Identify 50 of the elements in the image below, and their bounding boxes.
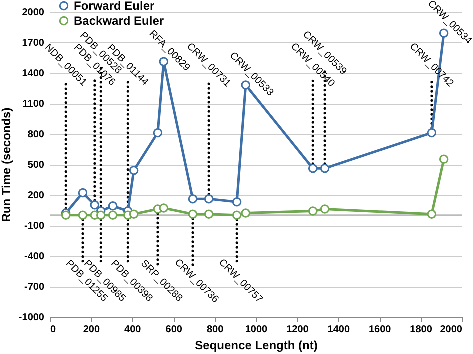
x-tick-label: 600 bbox=[166, 324, 183, 336]
x-tick-label: 2000 bbox=[440, 324, 463, 336]
x-tick-label: 0 bbox=[50, 324, 56, 336]
x-tick-label: 1800 bbox=[410, 324, 433, 336]
y-tick-label: -1000 bbox=[18, 312, 45, 324]
point bbox=[78, 188, 88, 198]
point bbox=[320, 204, 330, 214]
y-tick-label: -400 bbox=[24, 252, 45, 262]
legend-label: Backward Euler bbox=[74, 14, 164, 28]
x-tick-label: 800 bbox=[206, 324, 224, 336]
point bbox=[204, 210, 214, 219]
point bbox=[108, 210, 118, 220]
point bbox=[153, 128, 163, 138]
y-tick-label: 800 bbox=[28, 130, 45, 140]
point bbox=[427, 210, 437, 219]
point bbox=[78, 210, 88, 220]
point bbox=[427, 128, 437, 138]
y-tick-label: 1400 bbox=[22, 68, 45, 80]
x-tick-label: 400 bbox=[124, 324, 142, 336]
y-tick-label: -700 bbox=[24, 282, 45, 293]
point bbox=[129, 166, 139, 176]
y-tick-label: 1700 bbox=[22, 38, 45, 49]
y-tick-label: -100 bbox=[24, 221, 45, 232]
x-tick-label: 1400 bbox=[328, 324, 350, 336]
point bbox=[159, 204, 169, 213]
y-tick-label: 1100 bbox=[22, 99, 45, 110]
legend-label: Forward Euler bbox=[74, 0, 156, 13]
x-tick-label: 1600 bbox=[368, 324, 392, 336]
point bbox=[96, 210, 106, 220]
point bbox=[320, 164, 330, 174]
x-axis-title: Sequence Length (nt) bbox=[195, 338, 318, 352]
point bbox=[204, 194, 214, 204]
x-tick-label: 1200 bbox=[286, 324, 310, 336]
x-tick-label: 1000 bbox=[245, 324, 268, 336]
y-tick-label: 2000 bbox=[22, 8, 45, 18]
point bbox=[188, 194, 198, 204]
x-tick-label: 200 bbox=[83, 324, 100, 336]
point bbox=[90, 200, 100, 210]
y-axis-title: Run Time (seconds) bbox=[0, 108, 14, 222]
y-tick-label: 500 bbox=[28, 160, 45, 171]
point bbox=[188, 210, 198, 219]
point bbox=[308, 164, 318, 174]
point bbox=[308, 206, 318, 216]
point bbox=[241, 208, 251, 218]
point bbox=[232, 198, 242, 207]
point bbox=[108, 202, 118, 211]
y-tick-label: 200 bbox=[28, 190, 45, 202]
point bbox=[232, 210, 242, 220]
point bbox=[129, 210, 139, 219]
point bbox=[439, 154, 449, 164]
